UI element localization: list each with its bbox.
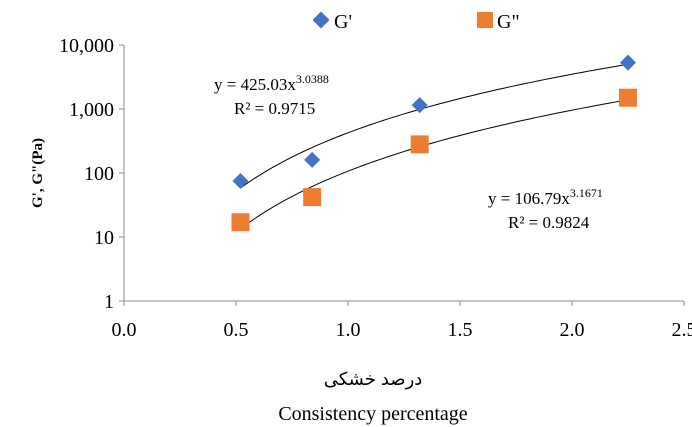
equation-gprime-main: y = 425.03x — [214, 75, 296, 94]
x-tick-label: 0.0 — [112, 319, 137, 341]
point-gdoubleprime — [619, 88, 637, 107]
x-axis-ticks: 0.0 0.5 1.0 1.5 2.0 2.5 — [112, 301, 692, 341]
equation-gdoubleprime-exponent: 3.1671 — [570, 186, 603, 200]
y-tick-label: 10 — [94, 227, 114, 249]
legend: G' G" — [312, 11, 520, 33]
equation-gprime: y = 425.03x3.0388 R² = 0.9715 — [214, 72, 329, 118]
axes: 1 10 100 1,000 10,000 0.0 0.5 1.0 1.5 2.0 2.5 — [59, 35, 692, 341]
trendline-gdoubleprime — [240, 99, 629, 230]
trendline-gprime — [240, 63, 629, 189]
x-tick-label: 2.5 — [672, 319, 692, 341]
x-tick-label: 2.0 — [560, 319, 585, 341]
y-tick-label: 1 — [104, 291, 114, 313]
point-gdoubleprime — [231, 213, 250, 232]
y-tick-label: 10,000 — [59, 35, 114, 57]
point-gprime — [304, 151, 321, 168]
legend-label-gprime: G' — [334, 11, 352, 33]
y-tick-label: 100 — [84, 163, 114, 185]
r2-gdoubleprime: R² = 0.9824 — [508, 213, 590, 232]
legend-label-gdoubleprime: G" — [497, 11, 520, 33]
x-axis-title-persian: درصد خشکی — [324, 369, 423, 389]
x-tick-label: 1.0 — [336, 319, 361, 341]
point-gprime — [620, 54, 636, 71]
y-axis-ticks: 1 10 100 1,000 10,000 — [59, 35, 124, 313]
point-gdoubleprime — [303, 188, 322, 207]
point-gprime — [232, 172, 249, 189]
x-tick-label: 0.5 — [224, 319, 249, 341]
equation-gprime-text: y = 425.03x3.0388 — [214, 72, 329, 94]
x-tick-label: 1.5 — [448, 319, 473, 341]
legend-marker-gdoubleprime — [477, 12, 493, 28]
equation-gdoubleprime-main: y = 106.79x — [488, 189, 570, 208]
y-axis-title: G', G"(Pa) — [30, 138, 46, 208]
point-gdoubleprime — [410, 135, 429, 154]
equation-gdoubleprime: y = 106.79x3.1671 R² = 0.9824 — [488, 186, 603, 232]
point-gprime — [411, 97, 428, 114]
data-points — [231, 54, 637, 232]
x-axis-title: Consistency percentage — [278, 403, 467, 425]
equation-gdoubleprime-text: y = 106.79x3.1671 — [488, 186, 603, 208]
trendlines — [240, 63, 629, 230]
equation-gprime-exponent: 3.0388 — [296, 72, 329, 86]
r2-gprime: R² = 0.9715 — [234, 99, 315, 118]
y-tick-label: 1,000 — [69, 99, 114, 121]
legend-marker-gprime — [312, 11, 330, 29]
